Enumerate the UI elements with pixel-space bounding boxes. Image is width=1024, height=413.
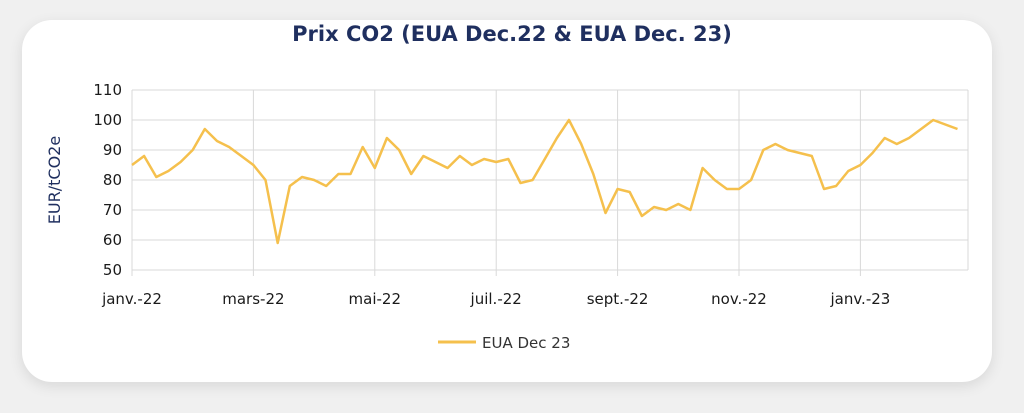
gridlines: [131, 89, 969, 276]
y-tick-label: 70: [103, 201, 122, 219]
x-tick-label: nov.-22: [711, 290, 767, 308]
y-axis-label: EUR/tCO2e: [45, 136, 64, 224]
x-tick-label: mai-22: [349, 290, 401, 308]
y-tick-label: 50: [103, 261, 122, 279]
x-tick-label: juil.-22: [470, 290, 522, 308]
y-tick-labels: 50 60 70 80 90 100 110: [93, 81, 122, 279]
x-tick-labels: janv.-22 mars-22 mai-22 juil.-22 sept.-22 nov…: [101, 290, 890, 308]
x-tick-label: janv.-23: [829, 290, 890, 308]
y-tick-label: 80: [103, 171, 122, 189]
y-tick-label: 100: [93, 111, 122, 129]
y-tick-label: 60: [103, 231, 122, 249]
x-tick-label: janv.-22: [101, 290, 162, 308]
x-tick-label: mars-22: [222, 290, 284, 308]
y-tick-label: 110: [93, 81, 122, 99]
chart-title: Prix CO2 (EUA Dec.22 & EUA Dec. 23): [292, 22, 732, 46]
legend: EUA Dec 23: [438, 334, 570, 352]
x-tick-label: sept.-22: [587, 290, 649, 308]
legend-label: EUA Dec 23: [482, 334, 570, 352]
y-tick-label: 90: [103, 141, 122, 159]
series-line-eua-dec-23: [131, 118, 958, 245]
chart-card: [22, 20, 992, 382]
